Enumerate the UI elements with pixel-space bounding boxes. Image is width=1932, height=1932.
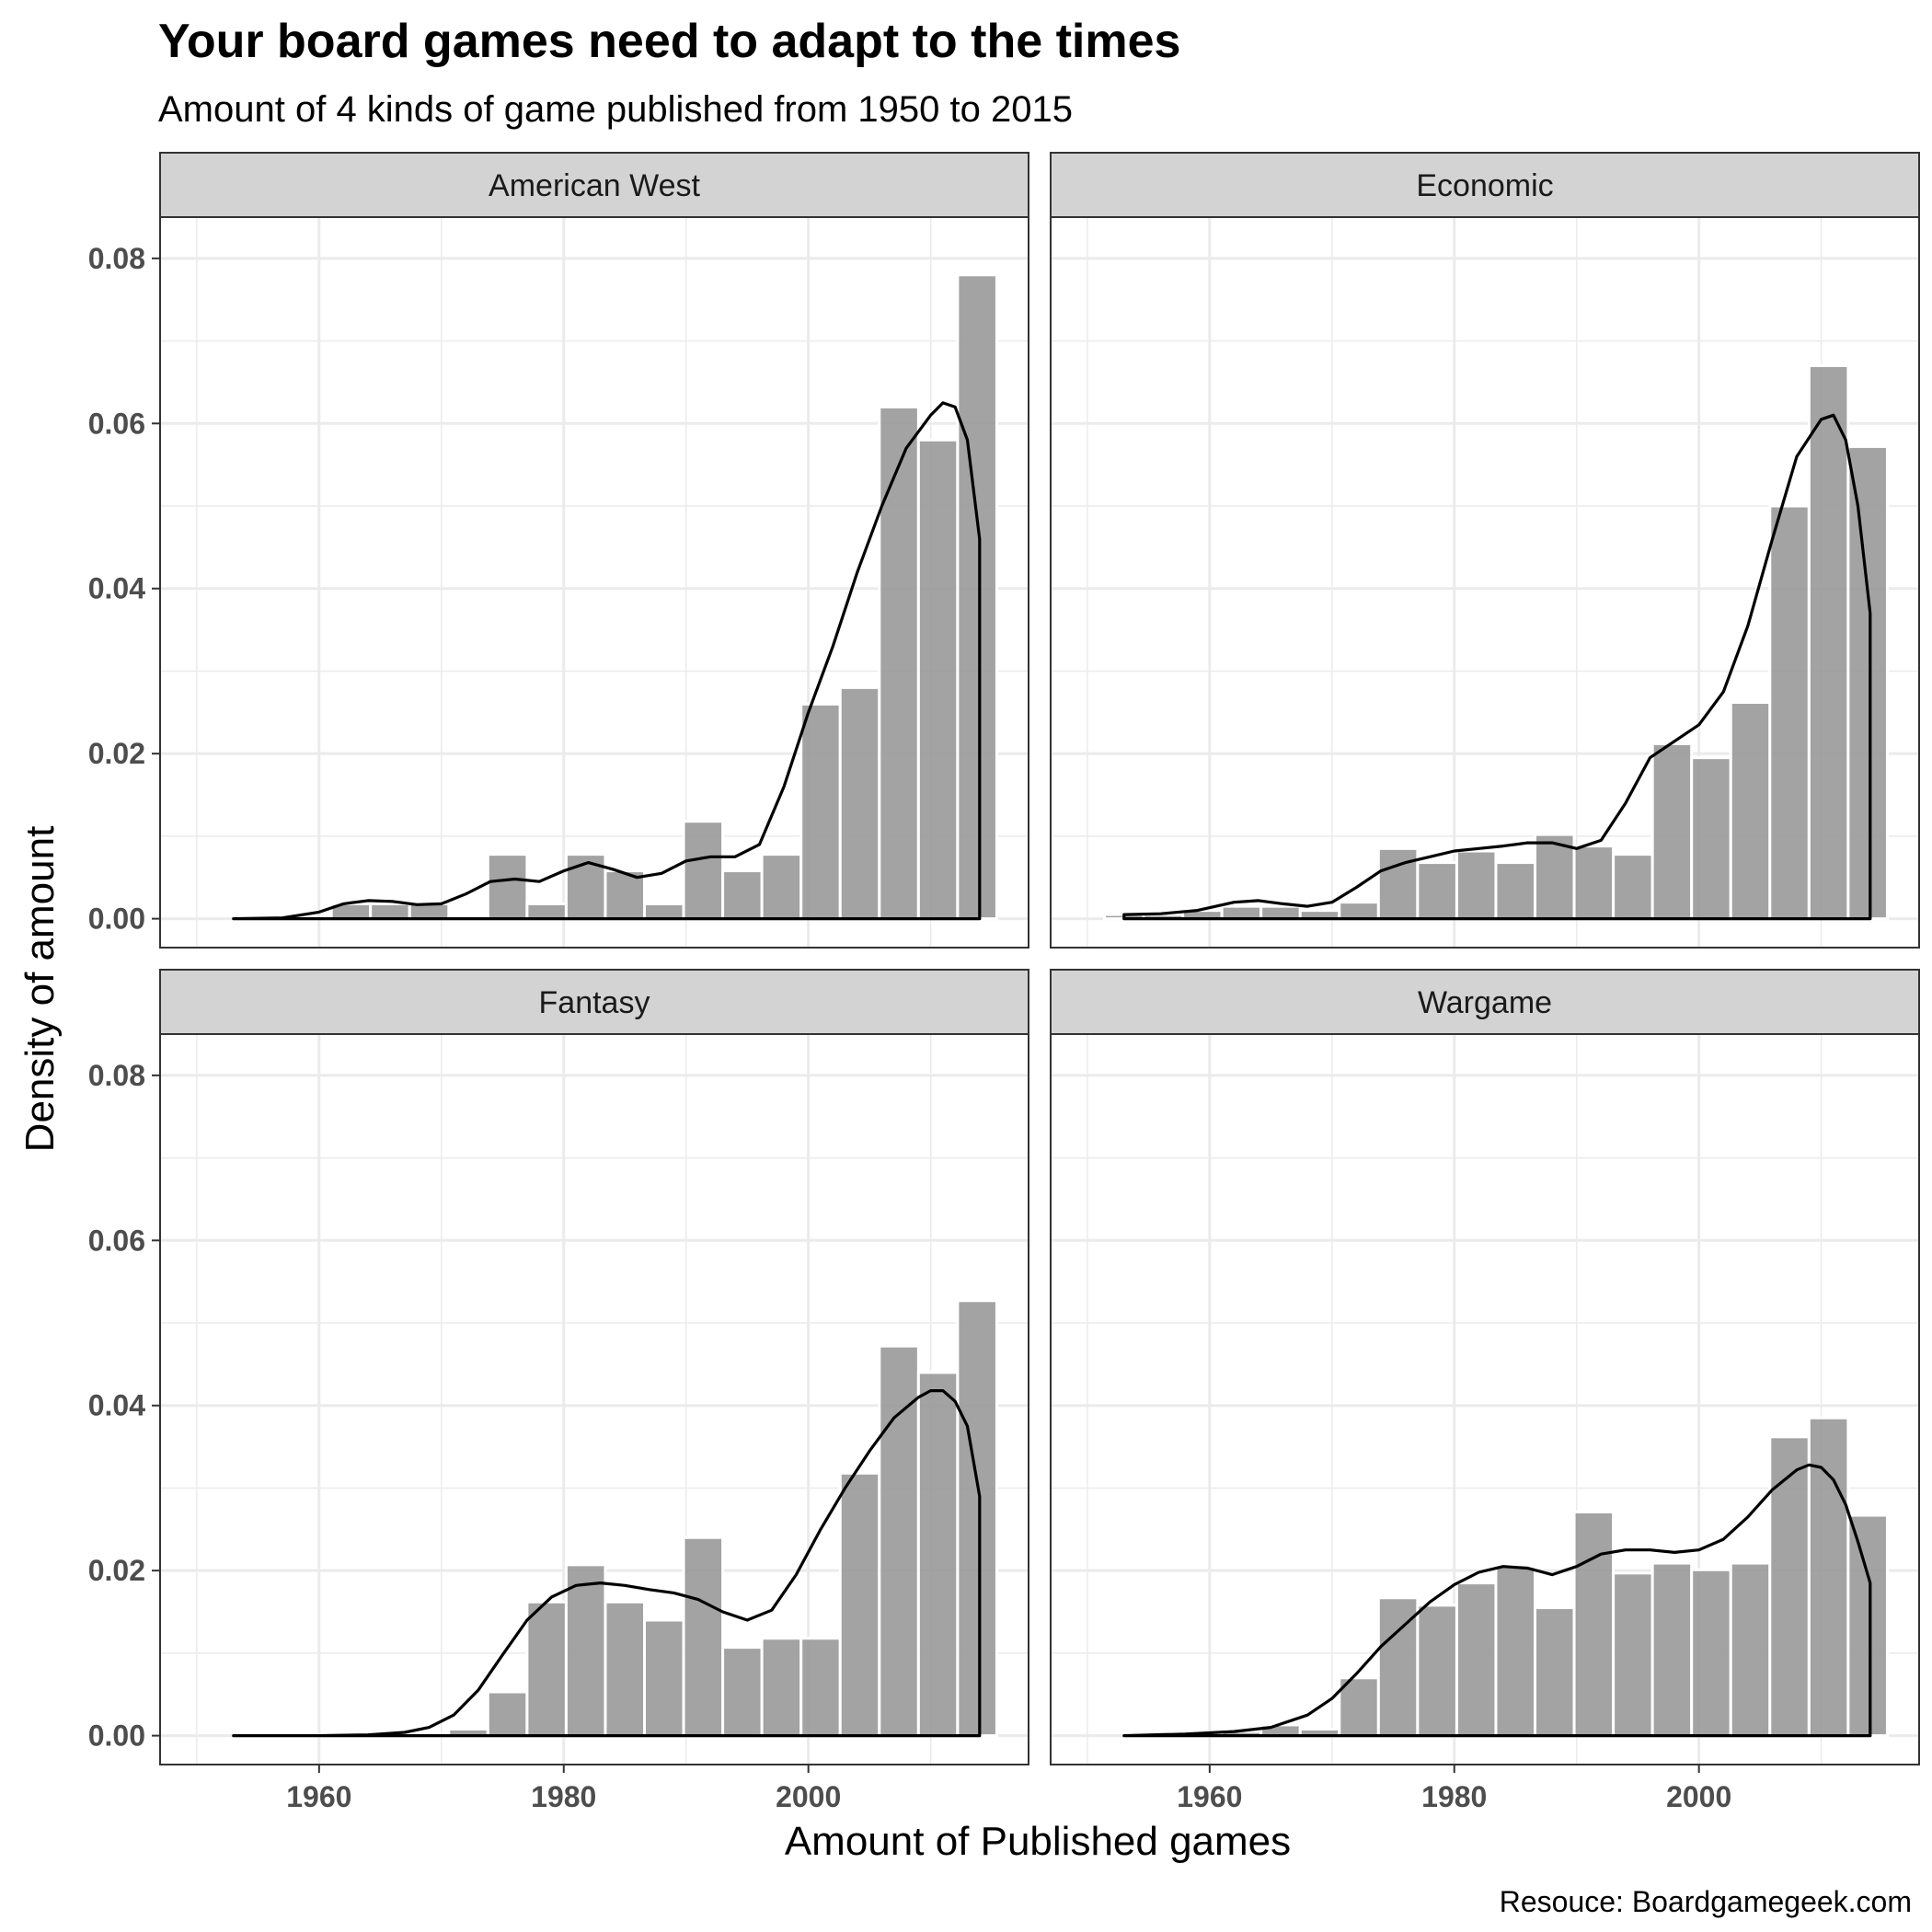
- facet-strip: [159, 152, 1029, 218]
- x-tick-label: 1980: [1421, 1780, 1487, 1813]
- histogram-bar: [1729, 1561, 1772, 1738]
- histogram-bar: [1650, 1561, 1694, 1738]
- facet-strip-label: Fantasy: [539, 985, 650, 1020]
- histogram-bar: [1494, 861, 1537, 921]
- y-tick-label: 0.00: [88, 903, 145, 936]
- histogram-bar: [799, 702, 842, 921]
- density-curve: [1122, 1463, 1872, 1738]
- x-axis-title: Amount of Published games: [785, 1819, 1291, 1864]
- density-curve: [232, 401, 982, 921]
- x-tick-label: 1960: [286, 1780, 351, 1813]
- histogram-bar: [799, 1637, 842, 1738]
- histogram-bar: [1220, 904, 1263, 921]
- histogram-bar: [1572, 1510, 1616, 1738]
- histogram-bar: [1455, 849, 1498, 921]
- histogram-bar: [1650, 742, 1694, 921]
- facet-strip-label: American West: [489, 168, 700, 203]
- histogram-bar: [721, 869, 764, 921]
- histogram-bar: [1690, 756, 1732, 921]
- histogram-bar: [1338, 901, 1380, 921]
- histogram-bar: [1612, 1571, 1654, 1738]
- histogram-bar: [525, 902, 568, 921]
- y-tick-label: 0.02: [88, 1554, 145, 1587]
- x-tick-label: 1980: [531, 1780, 596, 1813]
- histogram-bar: [1416, 861, 1458, 921]
- histogram-bar: [604, 1600, 647, 1738]
- x-tick-label: 2000: [1666, 1780, 1731, 1813]
- chart-subtitle: Amount of 4 kinds of game published from…: [158, 89, 1073, 130]
- y-axis-title: Density of amount: [17, 826, 63, 1153]
- histogram-bar: [1807, 1416, 1850, 1738]
- histogram-bar: [1768, 504, 1811, 921]
- histogram-bar: [1376, 846, 1420, 921]
- histogram-bar: [760, 1637, 803, 1738]
- facet-strip-label: Economic: [1416, 168, 1553, 203]
- histogram-bar: [1259, 904, 1302, 921]
- histogram-bar: [643, 1618, 685, 1738]
- histogram-bar: [486, 1690, 529, 1738]
- histogram-bar: [682, 1535, 725, 1738]
- histogram-bar: [1846, 444, 1889, 921]
- facet-strip-label: Wargame: [1418, 985, 1552, 1020]
- histogram-bar: [838, 685, 881, 921]
- histogram-bar: [1729, 701, 1772, 921]
- y-tick-label: 0.06: [88, 1224, 145, 1257]
- histogram-bar: [838, 1471, 881, 1738]
- histogram-bar: [1690, 1568, 1732, 1738]
- x-tick-label: 1960: [1177, 1780, 1242, 1813]
- histogram-bar: [878, 405, 920, 921]
- y-tick-label: 0.08: [88, 1059, 145, 1092]
- y-tick-label: 0.02: [88, 737, 145, 770]
- facet-strip: [1050, 969, 1920, 1035]
- histogram-bar: [1846, 1513, 1889, 1738]
- y-tick-label: 0.06: [88, 407, 145, 440]
- facet-strip: [159, 969, 1029, 1035]
- facet-panels: American West 0.00 0.02 0.04 0.06 0.08 Economi…: [88, 152, 1920, 1813]
- histogram-bar: [486, 853, 529, 921]
- y-tick-label: 0.08: [88, 242, 145, 275]
- facet-strip: [1050, 152, 1920, 218]
- y-tick-label: 0.04: [88, 572, 145, 605]
- panel-american-west: American West 0.00 0.02 0.04 0.06 0.08: [88, 152, 1029, 949]
- histogram-bar: [1807, 363, 1850, 921]
- histogram-bar: [408, 902, 451, 921]
- histogram-bar: [1572, 845, 1616, 921]
- density-curve: [1122, 413, 1872, 921]
- y-tick-label: 0.00: [88, 1719, 145, 1753]
- panel-wargame: Wargame 1960 1980 2000: [1050, 969, 1920, 1813]
- histogram-bar: [956, 1299, 998, 1738]
- histogram-bar: [721, 1646, 764, 1738]
- y-tick-label: 0.04: [88, 1389, 145, 1422]
- histogram-bar: [956, 273, 998, 921]
- histogram-bar: [1455, 1581, 1498, 1738]
- chart-caption: Resouce: Boardgamegeek.com: [1500, 1885, 1912, 1918]
- histogram-bar: [564, 1563, 607, 1738]
- histogram-bar: [1494, 1565, 1537, 1738]
- chart-title: Your board games need to adapt to the ti…: [158, 15, 1180, 68]
- histogram-bar: [916, 1371, 960, 1738]
- histogram-bar: [760, 853, 803, 921]
- histogram-bar: [878, 1344, 920, 1738]
- histogram-bar: [682, 820, 725, 921]
- panel-fantasy: Fantasy 0.00 0.02 0.04 0.06 0.08 1960 1980 2000: [88, 969, 1029, 1813]
- x-tick-label: 2000: [776, 1780, 841, 1813]
- histogram-bar: [369, 902, 411, 921]
- histogram-bar: [643, 902, 685, 921]
- histogram-bar: [1534, 1606, 1576, 1738]
- histogram-bar: [916, 438, 960, 921]
- histogram-bar: [525, 1600, 568, 1738]
- histogram-bar: [1768, 1435, 1811, 1738]
- density-curve: [232, 1389, 982, 1738]
- histogram-bar: [1416, 1604, 1458, 1738]
- panel-economic: Economic: [1050, 152, 1920, 949]
- histogram-bar: [1612, 853, 1654, 921]
